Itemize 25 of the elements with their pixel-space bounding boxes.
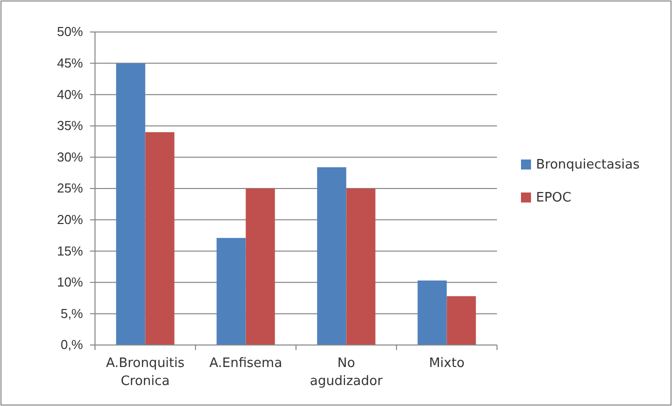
x-tick-label: A.Bronquitis Cronica — [106, 356, 185, 389]
x-tick-label: No agudizador — [310, 356, 384, 389]
bar — [317, 167, 346, 345]
y-tick-label: 15% — [56, 243, 84, 258]
y-tick-label: 20% — [56, 212, 84, 227]
y-tick-label: 50% — [56, 24, 84, 40]
bar — [246, 188, 275, 345]
y-tick-label: 5,% — [60, 306, 84, 321]
y-tick-label: 0,% — [60, 337, 84, 352]
bar — [145, 132, 174, 345]
x-tick-label: A.Enfisema — [209, 356, 282, 371]
bar — [116, 63, 146, 345]
bar — [418, 280, 447, 345]
y-tick-label: 40% — [56, 86, 84, 102]
legend-label: EPOC — [536, 190, 572, 206]
bar — [216, 238, 246, 345]
y-tick-label: 45% — [56, 55, 84, 70]
x-tick-label: Mixto — [428, 356, 465, 371]
y-tick-label: 35% — [56, 118, 84, 134]
bar — [446, 296, 476, 345]
y-tick-label: 10% — [56, 274, 84, 290]
y-tick-label: 25% — [56, 180, 84, 196]
bar — [346, 188, 376, 345]
y-tick-label: 30% — [56, 149, 84, 164]
legend-label: Bronquiectasias — [536, 158, 640, 172]
